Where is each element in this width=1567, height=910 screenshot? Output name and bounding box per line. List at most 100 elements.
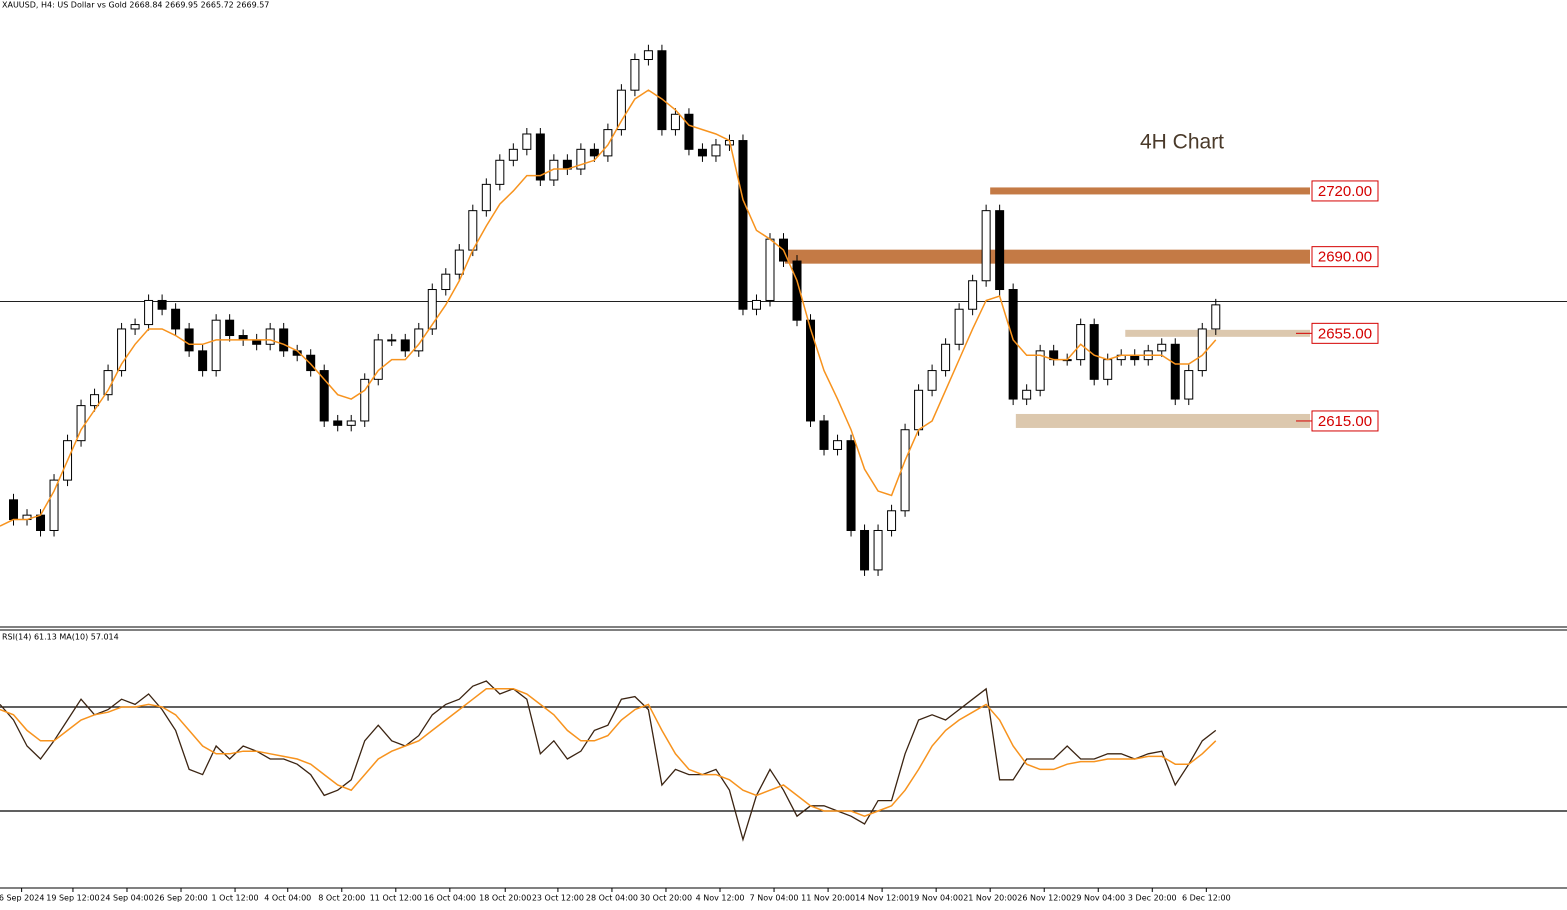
candle	[157, 299, 167, 310]
candle	[9, 499, 19, 521]
x-tick-label: 19 Sep 12:00	[46, 894, 99, 903]
candle	[616, 89, 626, 131]
candle	[1089, 324, 1099, 380]
candle	[211, 319, 221, 372]
x-tick-label: 6 Sep 2024	[0, 894, 44, 903]
candle	[860, 529, 870, 571]
level-label: 2690.00	[1318, 249, 1372, 266]
candle	[508, 148, 518, 161]
level-label: 2615.00	[1318, 413, 1372, 430]
candle	[225, 319, 235, 337]
moving-average	[0, 89, 1217, 527]
x-tick-label: 26 Nov 12:00	[1017, 894, 1071, 903]
candle	[968, 280, 978, 310]
candle	[684, 113, 694, 150]
candle	[657, 50, 667, 131]
candle	[549, 159, 559, 181]
level-zone	[990, 187, 1310, 195]
candle	[643, 50, 653, 61]
candle	[1211, 304, 1221, 330]
candle	[670, 113, 680, 131]
candle	[265, 328, 275, 345]
candle	[427, 289, 437, 330]
candle	[279, 328, 289, 352]
x-tick-label: 28 Oct 04:00	[586, 894, 638, 903]
x-tick-label: 29 Nov 04:00	[1071, 894, 1125, 903]
candle	[846, 440, 856, 531]
candle	[144, 299, 154, 326]
candle	[306, 354, 316, 372]
candle	[333, 420, 343, 426]
candle	[481, 183, 491, 212]
x-tick-label: 7 Nov 04:00	[750, 894, 799, 903]
candle	[806, 319, 816, 422]
candle	[1184, 370, 1194, 400]
x-tick-label: 18 Oct 20:00	[479, 894, 531, 903]
candle	[819, 420, 829, 450]
candle	[1103, 359, 1113, 380]
x-tick-label: 24 Sep 04:00	[100, 894, 153, 903]
candle	[495, 159, 505, 185]
level-label-box	[1311, 180, 1379, 202]
candle	[36, 514, 46, 531]
candle	[319, 370, 329, 422]
candle	[535, 133, 545, 181]
level-label-box	[1311, 322, 1379, 344]
chart-header: XAUUSD, H4: US Dollar vs Gold 2668.84 26…	[2, 1, 269, 10]
candle	[1157, 343, 1167, 352]
candle	[589, 148, 599, 157]
x-tick-label: 1 Oct 12:00	[212, 894, 259, 903]
candle	[1076, 324, 1086, 361]
x-tick-label: 8 Oct 20:00	[318, 894, 365, 903]
rsi-line	[0, 680, 1217, 842]
level-zone	[784, 249, 1310, 264]
x-tick-label: 4 Oct 04:00	[264, 894, 311, 903]
annotation: 4H Chart	[1140, 131, 1224, 154]
candle	[130, 324, 140, 330]
x-tick-label: 30 Oct 20:00	[640, 894, 692, 903]
candle	[954, 308, 964, 345]
x-tick-label: 11 Oct 12:00	[370, 894, 422, 903]
candle	[576, 148, 586, 170]
candle	[711, 144, 721, 157]
candle	[981, 210, 991, 282]
candle	[873, 529, 883, 571]
candle	[441, 273, 451, 291]
candle	[914, 389, 924, 431]
candle	[765, 238, 775, 301]
candle	[360, 378, 370, 422]
candle	[1022, 389, 1032, 400]
x-tick-label: 3 Dec 20:00	[1128, 894, 1177, 903]
candle	[454, 249, 464, 275]
level-label-box	[1311, 246, 1379, 268]
candle	[927, 370, 937, 391]
candle	[387, 339, 397, 342]
candle	[751, 299, 761, 310]
x-tick-label: 4 Nov 12:00	[696, 894, 745, 903]
candle	[833, 440, 843, 450]
x-tick-label: 26 Sep 20:00	[154, 894, 207, 903]
candle	[198, 350, 208, 372]
candle	[90, 394, 100, 407]
x-tick-label: 16 Oct 04:00	[424, 894, 476, 903]
candle	[738, 140, 748, 310]
candle	[1170, 343, 1180, 400]
x-tick-label: 21 Nov 20:00	[963, 894, 1017, 903]
level-label: 2655.00	[1318, 325, 1372, 342]
candle	[400, 339, 410, 352]
candle	[603, 129, 613, 157]
x-tick-label: 23 Oct 12:00	[532, 894, 584, 903]
candle	[900, 429, 910, 512]
candle	[995, 210, 1005, 291]
candle	[346, 420, 356, 426]
x-tick-label: 19 Nov 04:00	[909, 894, 963, 903]
candle	[1008, 289, 1018, 400]
candle	[630, 59, 640, 91]
candle	[887, 510, 897, 531]
x-tick-label: 6 Dec 12:00	[1182, 894, 1231, 903]
candle	[941, 343, 951, 372]
rsi-line	[0, 688, 1217, 818]
candle	[414, 328, 424, 352]
candle	[117, 328, 127, 372]
